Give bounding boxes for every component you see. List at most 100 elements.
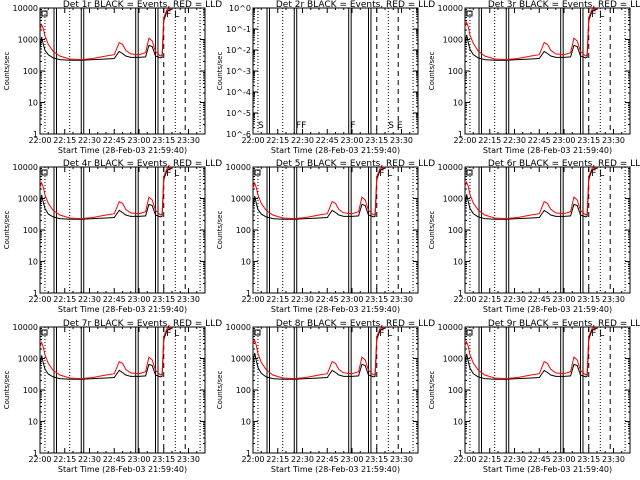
- x-tick-label: 23:30: [390, 455, 413, 464]
- x-axis-label: Start Time (28-Feb-03 21:59:40): [58, 305, 187, 314]
- x-tick-label: 22:00: [28, 455, 51, 464]
- plot-frame: [252, 166, 419, 294]
- y-tick-label: 10000: [438, 323, 463, 332]
- y-tick-label: 1: [458, 449, 463, 458]
- series-events-line: [464, 327, 598, 380]
- y-tick-label: 10^-6: [226, 130, 251, 139]
- y-tick-label: 10000: [13, 4, 38, 13]
- x-tick-label: 22:45: [316, 295, 339, 304]
- panel-det-9: Det 9r BLACK = Events, RED = LLD 1 10 100 10…: [428, 319, 640, 474]
- x-tick-label: 23:15: [577, 295, 600, 304]
- y-tick-label: 1000: [443, 355, 463, 364]
- bottom-flag-label: S E: [388, 121, 403, 131]
- x-tick-label: 22:15: [53, 455, 76, 464]
- x-tick-label: 22:30: [78, 455, 101, 464]
- x-tick-label: 22:15: [266, 136, 289, 145]
- x-tick-label: 22:45: [103, 455, 126, 464]
- panel-det-2: Det 2r BLACK = Events, RED = LLD 10^-6 10^…: [216, 0, 435, 155]
- flag-box-marker: [41, 329, 48, 336]
- y-axis-label: Counts/sec: [3, 211, 11, 250]
- y-tick-label: 1000: [231, 355, 251, 364]
- y-tick-label: 100: [448, 226, 463, 235]
- y-tick-label: 10000: [438, 4, 463, 13]
- panel-title: Det 5r BLACK = Events, RED = LLD: [276, 159, 435, 169]
- y-tick-label: 10: [28, 418, 38, 427]
- series-events-line: [464, 167, 598, 220]
- plot-frame: [252, 7, 419, 135]
- y-tick-label: 10^-2: [226, 46, 251, 55]
- series-lld-line: [39, 166, 173, 220]
- plot-frame: [464, 326, 631, 454]
- x-tick-label: 22:45: [103, 136, 126, 145]
- corner-flag-label: F L: [379, 329, 392, 339]
- y-tick-label: 100: [448, 67, 463, 76]
- series-lld-line: [464, 166, 598, 220]
- y-axis-label: Counts/sec: [216, 371, 224, 410]
- x-tick-label: 23:15: [365, 136, 388, 145]
- x-tick-label: 23:30: [390, 295, 413, 304]
- y-tick-label: 100: [23, 67, 38, 76]
- y-tick-label: 10000: [226, 323, 251, 332]
- panel-title: Det 2r BLACK = Events, RED = LLD: [276, 0, 435, 10]
- x-tick-label: 22:30: [503, 295, 526, 304]
- y-tick-label: 10^-4: [226, 88, 251, 97]
- x-tick-label: 22:30: [291, 455, 314, 464]
- corner-flag-label: F L: [166, 169, 179, 179]
- y-tick-label: 1: [458, 289, 463, 298]
- plot-frame: [39, 166, 206, 294]
- plot-frame: [464, 166, 631, 294]
- y-tick-label: 100: [236, 226, 251, 235]
- y-tick-label: 100: [236, 386, 251, 395]
- x-tick-label: 22:30: [78, 295, 101, 304]
- flag-box-marker: [254, 169, 261, 176]
- x-tick-label: 23:00: [552, 455, 575, 464]
- series-lld-line: [464, 326, 598, 380]
- x-axis-label: Start Time (28-Feb-03 21:59:40): [483, 465, 612, 474]
- x-tick-label: 23:00: [127, 455, 150, 464]
- series-events-line: [39, 327, 173, 380]
- series-lld-line: [39, 7, 173, 61]
- panel-title: Det 7r BLACK = Events, RED = LLD: [63, 319, 222, 329]
- x-axis-label: Start Time (28-Feb-03 21:59:40): [483, 305, 612, 314]
- y-tick-label: 10: [241, 258, 251, 267]
- x-tick-label: 22:00: [241, 295, 264, 304]
- x-tick-label: 23:00: [340, 455, 363, 464]
- x-axis-label: Start Time (28-Feb-03 21:59:40): [483, 146, 612, 155]
- y-tick-label: 1: [33, 130, 38, 139]
- y-tick-label: 10: [453, 258, 463, 267]
- panel-title: Det 6r BLACK = Events, RED = LLD: [488, 159, 640, 169]
- y-tick-label: 1000: [443, 195, 463, 204]
- x-tick-label: 22:45: [528, 455, 551, 464]
- x-tick-label: 22:00: [28, 295, 51, 304]
- series-lld-line: [252, 166, 386, 220]
- y-tick-label: 1000: [18, 195, 38, 204]
- y-tick-label: 10: [241, 418, 251, 427]
- panel-title: Det 8r BLACK = Events, RED = LLD: [276, 319, 435, 329]
- y-tick-label: 1: [246, 289, 251, 298]
- x-tick-label: 22:00: [453, 455, 476, 464]
- x-tick-label: 23:00: [340, 136, 363, 145]
- y-tick-label: 10: [453, 99, 463, 108]
- y-tick-label: 10000: [226, 163, 251, 172]
- flag-box-marker: [41, 169, 48, 176]
- x-axis-label: Start Time (28-Feb-03 21:59:40): [58, 146, 187, 155]
- plot-frame: [39, 7, 206, 135]
- y-axis-label: Counts/sec: [216, 52, 224, 91]
- x-tick-label: 22:45: [316, 136, 339, 145]
- x-tick-label: 23:15: [577, 136, 600, 145]
- x-tick-label: 23:00: [552, 295, 575, 304]
- series-events-line: [252, 327, 386, 380]
- x-tick-label: 22:00: [453, 136, 476, 145]
- x-tick-label: 23:30: [390, 136, 413, 145]
- panel-title: Det 4r BLACK = Events, RED = LLD: [63, 159, 222, 169]
- x-tick-label: 23:00: [127, 136, 150, 145]
- x-tick-label: 23:00: [127, 295, 150, 304]
- x-tick-label: 22:15: [53, 136, 76, 145]
- y-tick-label: 1: [458, 130, 463, 139]
- y-tick-label: 10000: [438, 163, 463, 172]
- bottom-flag-label: S: [258, 121, 264, 131]
- plot-frame: [464, 7, 631, 135]
- panel-title: Det 1r BLACK = Events, RED = LLD: [63, 0, 222, 10]
- x-tick-label: 22:45: [316, 455, 339, 464]
